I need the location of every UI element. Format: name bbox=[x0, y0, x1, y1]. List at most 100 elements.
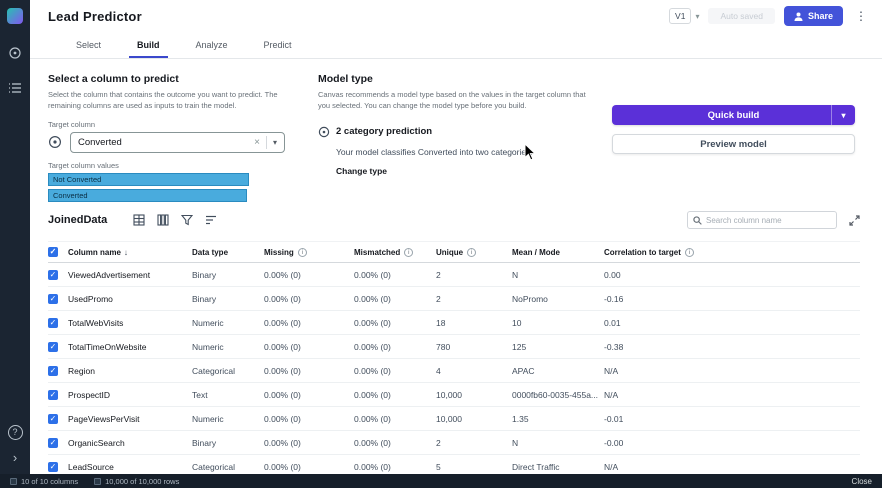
table-row[interactable]: TotalWebVisits Numeric 0.00% (0) 0.00% (… bbox=[48, 311, 860, 335]
table-row[interactable]: OrganicSearch Binary 0.00% (0) 0.00% (0)… bbox=[48, 431, 860, 455]
row-checkbox[interactable] bbox=[48, 414, 58, 424]
column-search[interactable] bbox=[687, 211, 837, 229]
build-actions: Quick build Preview model bbox=[612, 105, 855, 154]
expand-sidebar-icon[interactable] bbox=[13, 452, 17, 464]
predict-section-description: Select the column that contains the outc… bbox=[48, 90, 278, 110]
cell-column-name: PageViewsPerVisit bbox=[68, 413, 140, 424]
cell-unique: 4 bbox=[436, 365, 441, 376]
row-checkbox[interactable] bbox=[48, 366, 58, 376]
row-checkbox[interactable] bbox=[48, 342, 58, 352]
cell-column-name: Region bbox=[68, 365, 95, 376]
header-mean-mode: Mean / Mode bbox=[512, 247, 561, 257]
preview-model-button[interactable]: Preview model bbox=[612, 134, 855, 154]
cell-mean-mode: NoPromo bbox=[512, 293, 548, 304]
table-row[interactable]: LeadSource Categorical 0.00% (0) 0.00% (… bbox=[48, 455, 860, 474]
version-dropdown[interactable]: V1 bbox=[669, 8, 699, 24]
row-checkbox[interactable] bbox=[48, 294, 58, 304]
cell-missing: 0.00% (0) bbox=[264, 461, 301, 472]
table-row[interactable]: Region Categorical 0.00% (0) 0.00% (0) 4… bbox=[48, 359, 860, 383]
cell-mismatched: 0.00% (0) bbox=[354, 437, 391, 448]
chevron-down-icon[interactable] bbox=[267, 138, 277, 147]
info-icon[interactable] bbox=[684, 247, 694, 257]
cell-data-type: Numeric bbox=[192, 317, 224, 328]
share-person-icon bbox=[794, 12, 803, 21]
target-icon bbox=[48, 135, 62, 149]
sort-list-icon[interactable] bbox=[205, 214, 217, 226]
tab-build[interactable]: Build bbox=[119, 32, 178, 58]
change-type-link[interactable]: Change type bbox=[336, 165, 388, 176]
share-button[interactable]: Share bbox=[783, 6, 843, 26]
header: Lead Predictor V1 Auto saved Share bbox=[30, 0, 882, 32]
search-input[interactable] bbox=[706, 215, 831, 225]
tab-predict[interactable]: Predict bbox=[263, 40, 292, 50]
quick-build-label: Quick build bbox=[707, 109, 760, 121]
sidebar bbox=[0, 0, 30, 474]
cell-correlation: 0.01 bbox=[604, 317, 621, 328]
cell-unique: 10,000 bbox=[436, 389, 462, 400]
select-all-checkbox[interactable] bbox=[48, 247, 58, 257]
table-row[interactable]: ViewedAdvertisement Binary 0.00% (0) 0.0… bbox=[48, 263, 860, 287]
tab-select[interactable]: Select bbox=[76, 40, 102, 50]
cell-missing: 0.00% (0) bbox=[264, 437, 301, 448]
info-icon[interactable] bbox=[404, 247, 414, 257]
cell-unique: 2 bbox=[436, 269, 441, 280]
cell-mismatched: 0.00% (0) bbox=[354, 317, 391, 328]
header-column-name[interactable]: Column name bbox=[68, 248, 192, 257]
row-checkbox[interactable] bbox=[48, 438, 58, 448]
header-mismatched: Mismatched bbox=[354, 247, 436, 257]
row-checkbox[interactable] bbox=[48, 318, 58, 328]
cell-unique: 18 bbox=[436, 317, 446, 328]
cell-mean-mode: N bbox=[512, 437, 519, 448]
table-row[interactable]: TotalTimeOnWebsite Numeric 0.00% (0) 0.0… bbox=[48, 335, 860, 359]
info-icon[interactable] bbox=[467, 247, 477, 257]
row-checkbox[interactable] bbox=[48, 462, 58, 472]
predict-section-title: Select a column to predict bbox=[48, 73, 179, 85]
help-icon[interactable] bbox=[7, 425, 23, 440]
sort-desc-icon bbox=[124, 248, 128, 257]
table-header-row: Column name Data type Missing Mismatched… bbox=[48, 241, 860, 263]
target-column-select[interactable]: Converted bbox=[70, 131, 285, 153]
cell-mismatched: 0.00% (0) bbox=[354, 269, 391, 280]
row-checkbox[interactable] bbox=[48, 270, 58, 280]
table-row[interactable]: PageViewsPerVisit Numeric 0.00% (0) 0.00… bbox=[48, 407, 860, 431]
cell-column-name: OrganicSearch bbox=[68, 437, 125, 448]
cell-mean-mode: 125 bbox=[512, 341, 527, 352]
cell-missing: 0.00% (0) bbox=[264, 293, 301, 304]
clear-icon[interactable] bbox=[248, 137, 266, 148]
category-prediction-icon bbox=[318, 126, 330, 138]
row-checkbox[interactable] bbox=[48, 390, 58, 400]
datasets-icon[interactable] bbox=[8, 82, 22, 94]
column-view-icon[interactable] bbox=[157, 214, 169, 226]
fullscreen-icon[interactable] bbox=[849, 214, 860, 226]
quick-build-button[interactable]: Quick build bbox=[612, 105, 855, 125]
cell-mean-mode: 1.35 bbox=[512, 413, 529, 424]
cell-correlation: -0.00 bbox=[604, 437, 624, 448]
filter-icon[interactable] bbox=[181, 214, 194, 226]
grid-view-icon[interactable] bbox=[133, 214, 145, 226]
tab-analyze[interactable]: Analyze bbox=[195, 40, 228, 50]
cell-column-name: ProspectID bbox=[68, 389, 111, 400]
table-body: ViewedAdvertisement Binary 0.00% (0) 0.0… bbox=[48, 263, 860, 474]
table-row[interactable]: ProspectID Text 0.00% (0) 0.00% (0) 10,0… bbox=[48, 383, 860, 407]
cell-column-name: UsedPromo bbox=[68, 293, 113, 304]
close-button[interactable]: Close bbox=[851, 476, 872, 486]
table-row[interactable]: UsedPromo Binary 0.00% (0) 0.00% (0) 2 N… bbox=[48, 287, 860, 311]
models-icon[interactable] bbox=[8, 46, 22, 60]
cell-mismatched: 0.00% (0) bbox=[354, 413, 391, 424]
cell-column-name: TotalTimeOnWebsite bbox=[68, 341, 147, 352]
cell-correlation: -0.16 bbox=[604, 293, 624, 304]
prediction-detail: Your model classifies Converted into two… bbox=[336, 146, 533, 157]
cell-missing: 0.00% (0) bbox=[264, 413, 301, 424]
cell-data-type: Numeric bbox=[192, 341, 224, 352]
header-data-type: Data type bbox=[192, 247, 229, 257]
model-type-title: Model type bbox=[318, 73, 373, 85]
cell-missing: 0.00% (0) bbox=[264, 341, 301, 352]
chevron-down-icon[interactable] bbox=[831, 105, 855, 125]
cell-missing: 0.00% (0) bbox=[264, 317, 301, 328]
columns-icon bbox=[10, 477, 17, 485]
cell-data-type: Binary bbox=[192, 293, 217, 304]
cell-column-name: LeadSource bbox=[68, 461, 114, 472]
kebab-menu-icon[interactable] bbox=[852, 9, 870, 23]
info-icon[interactable] bbox=[297, 247, 307, 257]
distribution-bar: Converted bbox=[48, 188, 247, 202]
